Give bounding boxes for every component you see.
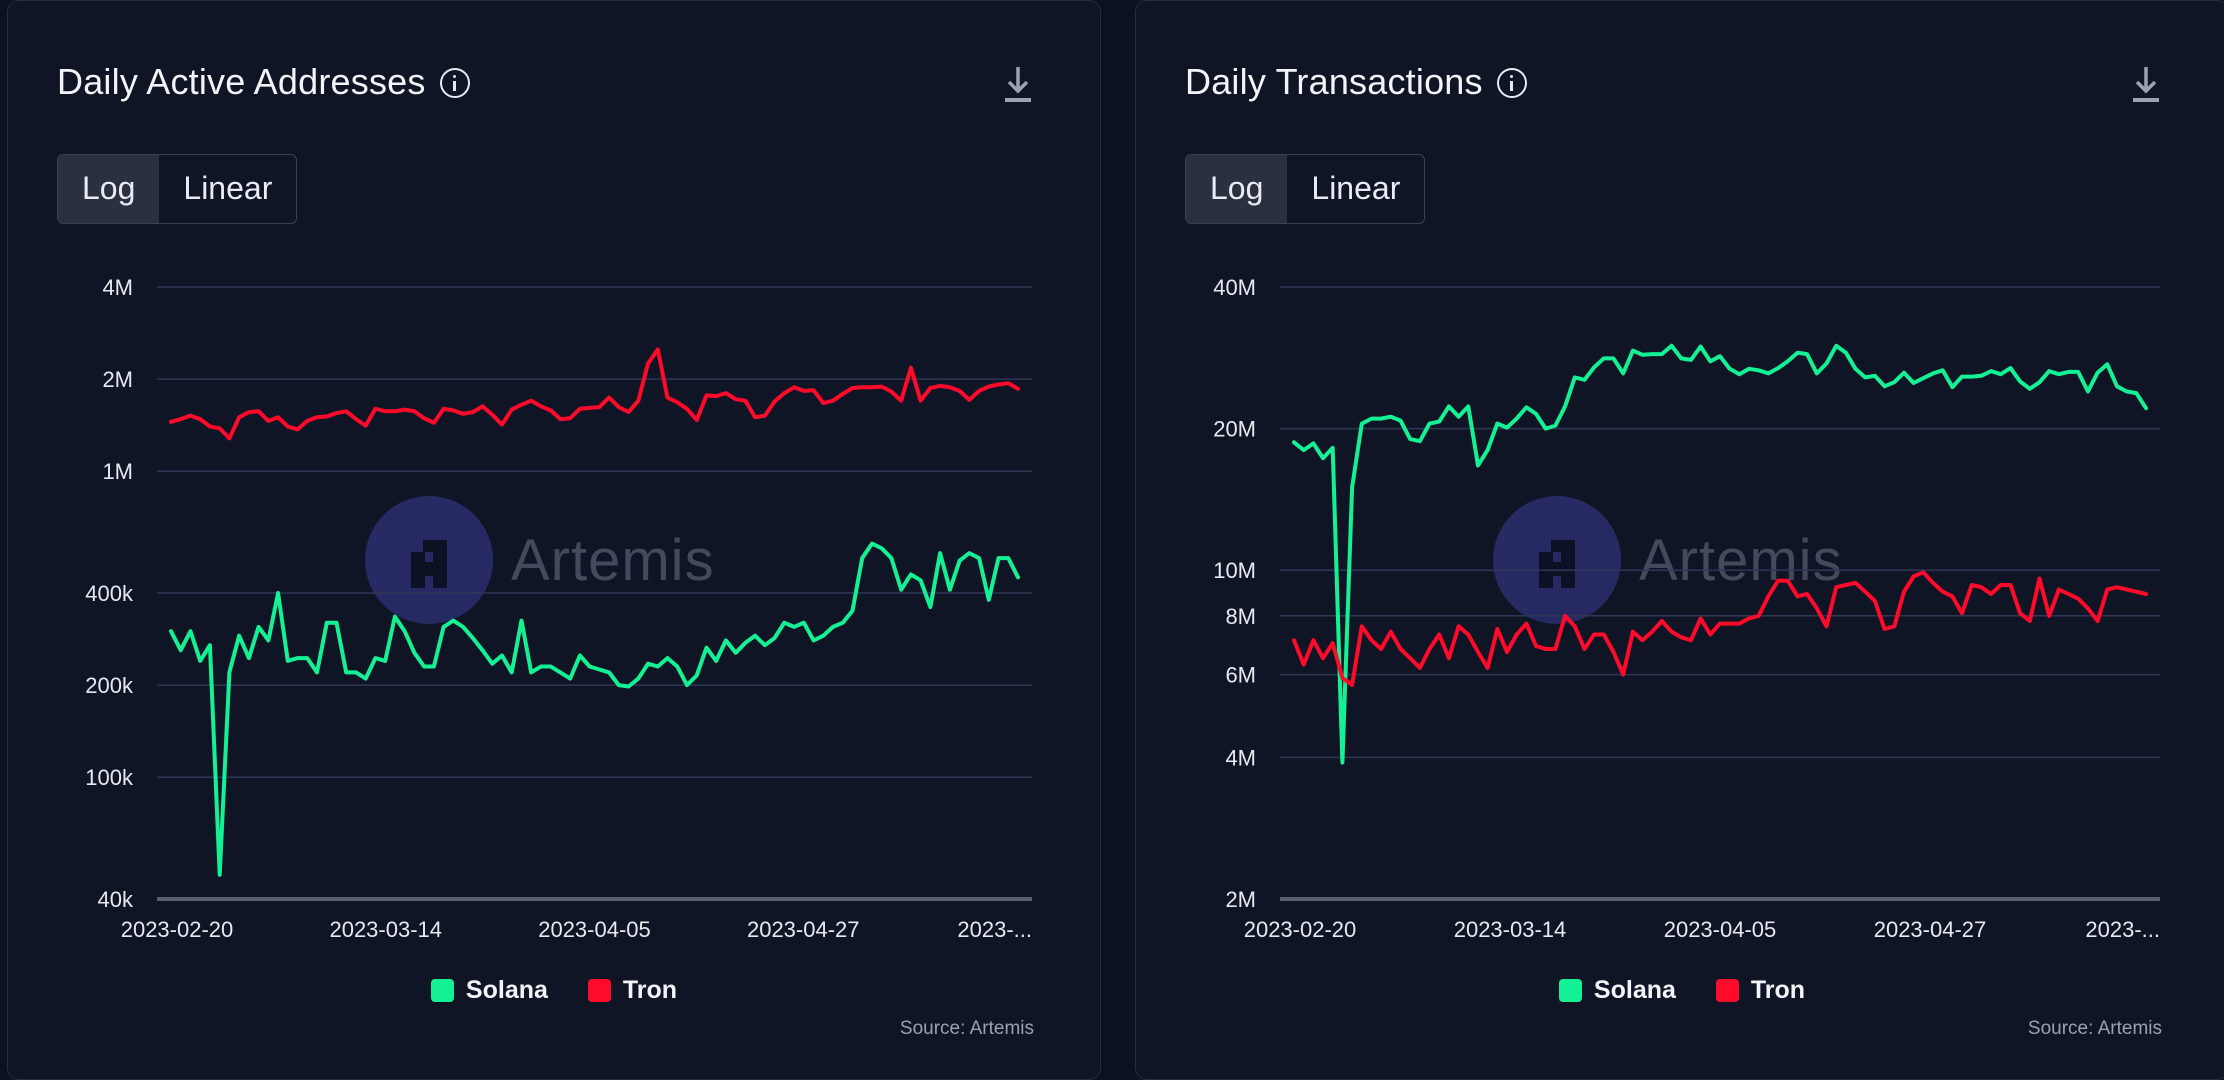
series-line-solana[interactable]	[1292, 343, 2148, 765]
chart-title: Daily Active Addresses	[57, 61, 426, 102]
chart-plot: 40M 20M 10M 8M 6M 4M 2M 2023-02-20 2023-03-14 202…	[1213, 275, 2160, 942]
legend-swatch-solana	[430, 979, 454, 1002]
y-tick-label: 4M	[102, 275, 133, 300]
y-tick-label: 2M	[102, 367, 133, 392]
legend: Solana Tron	[8, 976, 1100, 1005]
y-tick-label: 20M	[1213, 417, 1256, 442]
y-tick-label: 40M	[1213, 275, 1256, 300]
download-icon[interactable]	[1004, 65, 1032, 105]
chart-panel-daily-transactions: Daily Transactions Log Linear Artemis 40…	[1135, 0, 2224, 1080]
artemis-logo-icon	[1493, 496, 1621, 624]
info-icon[interactable]	[439, 68, 470, 98]
watermark-text: Artemis	[511, 527, 715, 593]
series-line-solana[interactable]	[169, 541, 1020, 877]
x-tick-label: 2023-04-05	[1664, 917, 1777, 942]
y-tick-label: 200k	[85, 673, 134, 698]
chart-panel-daily-active-addresses: Daily Active Addresses Log Linear Artemi…	[7, 0, 1101, 1080]
artemis-watermark: Artemis	[365, 496, 715, 624]
linear-toggle-button[interactable]: Linear	[183, 170, 273, 206]
y-tick-label: 2M	[1225, 887, 1256, 912]
y-tick-label: 40k	[98, 887, 134, 912]
legend-label: Solana	[465, 976, 548, 1004]
legend-label: Tron	[622, 976, 678, 1004]
y-tick-label: 8M	[1225, 604, 1256, 629]
title-row: Daily Transactions	[1185, 61, 1527, 103]
linear-toggle-button[interactable]: Linear	[1311, 170, 1401, 206]
scale-toggle: Log Linear	[57, 154, 298, 224]
x-tick-label: 2023-03-14	[1454, 917, 1567, 942]
legend: Solana Tron	[1136, 976, 2224, 1005]
legend-item-solana[interactable]: Solana	[1558, 976, 1676, 1005]
download-icon[interactable]	[2132, 65, 2160, 105]
y-tick-label: 1M	[102, 459, 133, 484]
y-tick-label: 100k	[85, 765, 134, 790]
x-tick-label: 2023-...	[2085, 917, 2160, 942]
series-line-tron[interactable]	[169, 347, 1020, 441]
artemis-watermark: Artemis	[1493, 496, 1843, 624]
y-tick-label: 10M	[1213, 558, 1256, 583]
info-icon[interactable]	[1496, 68, 1527, 98]
source-label: Source: Artemis	[899, 1018, 1034, 1039]
series-line-tron[interactable]	[1292, 570, 2148, 687]
legend-item-tron[interactable]: Tron	[587, 976, 678, 1005]
artemis-logo-icon	[365, 496, 493, 624]
title-row: Daily Active Addresses	[57, 61, 470, 103]
legend-swatch-tron	[587, 979, 611, 1002]
y-tick-label: 4M	[1225, 745, 1256, 770]
x-tick-label: 2023-02-20	[121, 917, 234, 942]
legend-item-solana[interactable]: Solana	[430, 976, 548, 1005]
chart-title: Daily Transactions	[1185, 61, 1483, 102]
source-label: Source: Artemis	[2027, 1018, 2162, 1039]
x-tick-label: 2023-04-05	[538, 917, 651, 942]
log-toggle-button[interactable]: Log	[1186, 155, 1288, 223]
x-tick-label: 2023-...	[957, 917, 1032, 942]
legend-item-tron[interactable]: Tron	[1715, 976, 1806, 1005]
x-tick-label: 2023-02-20	[1244, 917, 1357, 942]
legend-swatch-tron	[1715, 979, 1739, 1002]
x-tick-label: 2023-03-14	[329, 917, 442, 942]
y-tick-label: 6M	[1225, 663, 1256, 688]
x-tick-label: 2023-04-27	[747, 917, 860, 942]
scale-toggle: Log Linear	[1185, 154, 1426, 224]
legend-swatch-solana	[1558, 979, 1582, 1002]
watermark-text: Artemis	[1639, 527, 1843, 593]
x-tick-label: 2023-04-27	[1874, 917, 1987, 942]
y-tick-label: 400k	[85, 581, 134, 606]
log-toggle-button[interactable]: Log	[58, 155, 160, 223]
chart-plot: 4M 2M 1M 400k 200k 100k 40k 2023-02-20 2023-03-1…	[85, 275, 1032, 942]
legend-label: Tron	[1750, 976, 1806, 1004]
legend-label: Solana	[1593, 976, 1676, 1004]
